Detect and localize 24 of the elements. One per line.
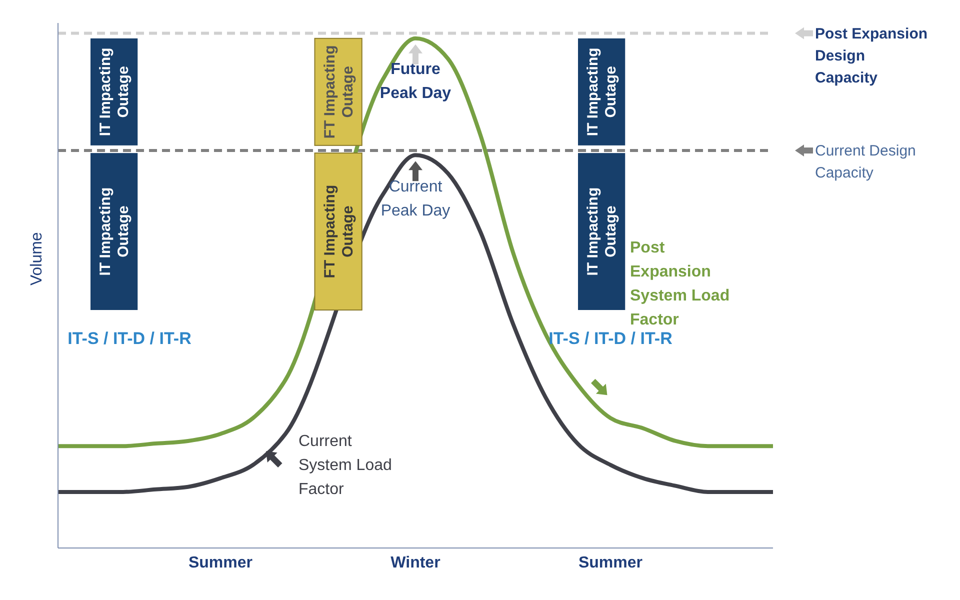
annotation: IT Impacting Outage bbox=[584, 48, 620, 136]
legend-label: Post Expansion Design Capacity bbox=[815, 25, 928, 86]
y-axis-title: Volume bbox=[28, 232, 46, 286]
legend-label: Current System Load Factor bbox=[298, 433, 392, 498]
annotation: IT Impacting Outage bbox=[97, 48, 132, 136]
x-tick-label: Summer bbox=[188, 554, 253, 572]
text-box: IT Impacting Outage bbox=[90, 38, 138, 146]
annotation: Current Peak Day bbox=[380, 178, 450, 220]
text-box: FT Impacting Outage bbox=[314, 38, 362, 146]
text-box: IT Impacting Outage bbox=[578, 153, 626, 310]
annotation: Future Peak Day bbox=[380, 61, 452, 102]
text: Post Expansion System Load Factor bbox=[630, 239, 730, 328]
annotation: FT Impacting Outage bbox=[321, 184, 356, 278]
annotation: IT-S / IT-D / IT-R bbox=[68, 329, 192, 348]
annotation: IT-S / IT-D / IT-R bbox=[548, 329, 672, 348]
ref-line-label: Current Design Capacity bbox=[815, 142, 916, 182]
x-tick-label: Summer bbox=[578, 554, 643, 572]
x-tick-label: Winter bbox=[390, 554, 440, 572]
text-box: FT Impacting Outage bbox=[314, 152, 362, 310]
annotation: FT Impacting Outage bbox=[321, 45, 356, 139]
text-box: IT Impacting Outage bbox=[90, 153, 138, 310]
annotation: IT Impacting Outage bbox=[97, 187, 132, 276]
text-box: IT Impacting Outage bbox=[578, 38, 626, 146]
annotation: IT Impacting Outage bbox=[584, 187, 620, 276]
